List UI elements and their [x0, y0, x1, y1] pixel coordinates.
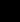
Text: S1207: S1207 — [12, 0, 20, 18]
Text: YES: YES — [0, 20, 20, 22]
Bar — [5, 16, 14, 17]
Ellipse shape — [1, 2, 3, 4]
Bar — [5, 3, 15, 4]
Text: S1201: S1201 — [15, 0, 20, 3]
FancyBboxPatch shape — [6, 1, 14, 2]
Text: LIMITING INFORMATION
OPERATION CODE?: LIMITING INFORMATION OPERATION CODE? — [0, 0, 20, 22]
Text: PERFORM
SIGNATURE VERIFICATION: PERFORM SIGNATURE VERIFICATION — [0, 0, 20, 22]
Bar — [5, 14, 14, 15]
Text: S1204: S1204 — [3, 0, 20, 10]
Ellipse shape — [1, 6, 3, 8]
Bar — [13, 12, 19, 13]
Text: YES: YES — [15, 1, 20, 20]
Text: ACQUIRE
LIMITING INFORMATION: ACQUIRE LIMITING INFORMATION — [0, 0, 20, 22]
Text: JOB END?: JOB END? — [0, 7, 20, 22]
Text: S1202: S1202 — [15, 0, 20, 5]
Text: A: A — [0, 0, 11, 17]
Text: NO: NO — [0, 11, 20, 22]
Text: S1203: S1203 — [15, 0, 20, 7]
Text: ACQUIRE JOB PACKET: ACQUIRE JOB PACKET — [0, 0, 20, 15]
Text: S1205: S1205 — [10, 4, 20, 22]
Polygon shape — [4, 10, 15, 11]
Text: NO: NO — [0, 0, 4, 15]
Text: B: B — [0, 0, 11, 13]
Text: S1208: S1208 — [16, 0, 20, 12]
Text: S1206: S1206 — [14, 0, 20, 16]
Text: YES: YES — [0, 7, 20, 22]
Text: ABANDON JOB PACKET: ABANDON JOB PACKET — [0, 3, 20, 22]
Bar — [5, 7, 15, 9]
Polygon shape — [5, 5, 15, 7]
Polygon shape — [5, 18, 13, 20]
Text: NO: NO — [0, 10, 4, 22]
Text: START: START — [0, 0, 20, 15]
Text: VERIFICATION SUCCESSFUL?: VERIFICATION SUCCESSFUL? — [0, 0, 20, 22]
Text: ACQUIRE NEXT JOB PACKET: ACQUIRE NEXT JOB PACKET — [0, 5, 20, 22]
